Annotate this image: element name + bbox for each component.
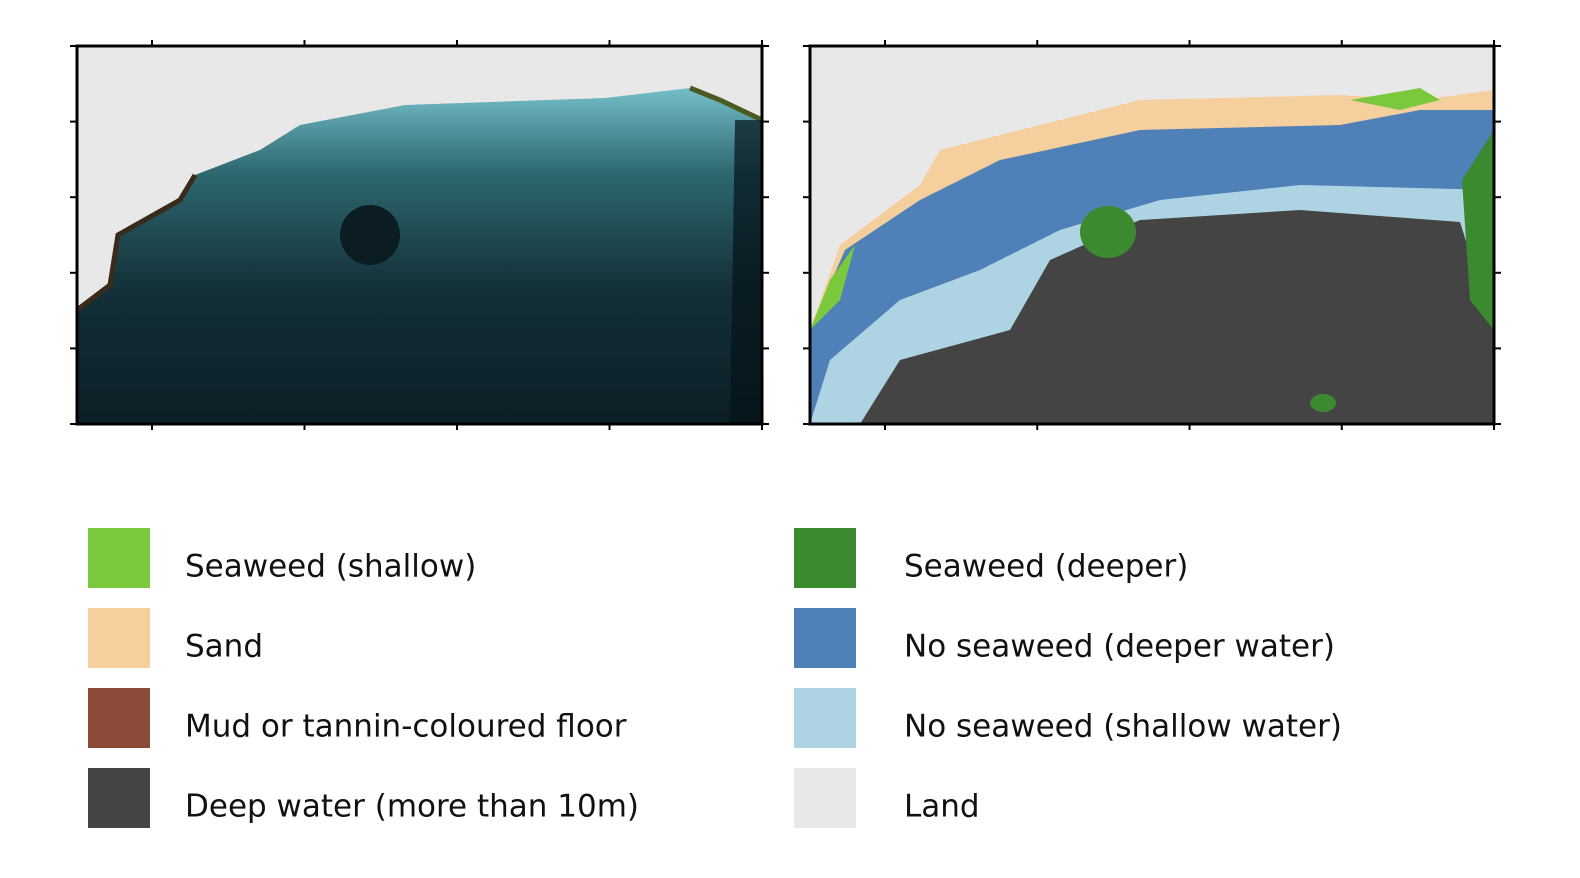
legend-label: Seaweed (deeper) xyxy=(904,549,1188,585)
legend-label: Land xyxy=(904,789,980,825)
legend-swatch xyxy=(794,528,856,588)
legend-label: Deep water (more than 10m) xyxy=(185,789,639,825)
legend-label: Sand xyxy=(185,629,263,665)
legend-label: No seaweed (shallow water) xyxy=(904,709,1342,745)
legend: Seaweed (shallow) Sand Mud or tannin-colou… xyxy=(88,528,1342,828)
legend-label: Mud or tannin-coloured floor xyxy=(185,709,627,745)
satellite-map xyxy=(77,46,762,424)
frame xyxy=(75,44,764,426)
legend-swatch xyxy=(794,688,856,748)
legend-swatch xyxy=(88,768,150,828)
legend-swatch xyxy=(88,528,150,588)
classified-map xyxy=(810,46,1494,424)
legend-swatch xyxy=(88,608,150,668)
legend-swatch xyxy=(88,688,150,748)
legend-label: No seaweed (deeper water) xyxy=(904,629,1335,665)
legend-label: Seaweed (shallow) xyxy=(185,549,476,585)
legend-swatch xyxy=(794,768,856,828)
tick-marks xyxy=(70,40,1501,430)
frame xyxy=(808,44,1496,426)
legend-swatch xyxy=(794,608,856,668)
